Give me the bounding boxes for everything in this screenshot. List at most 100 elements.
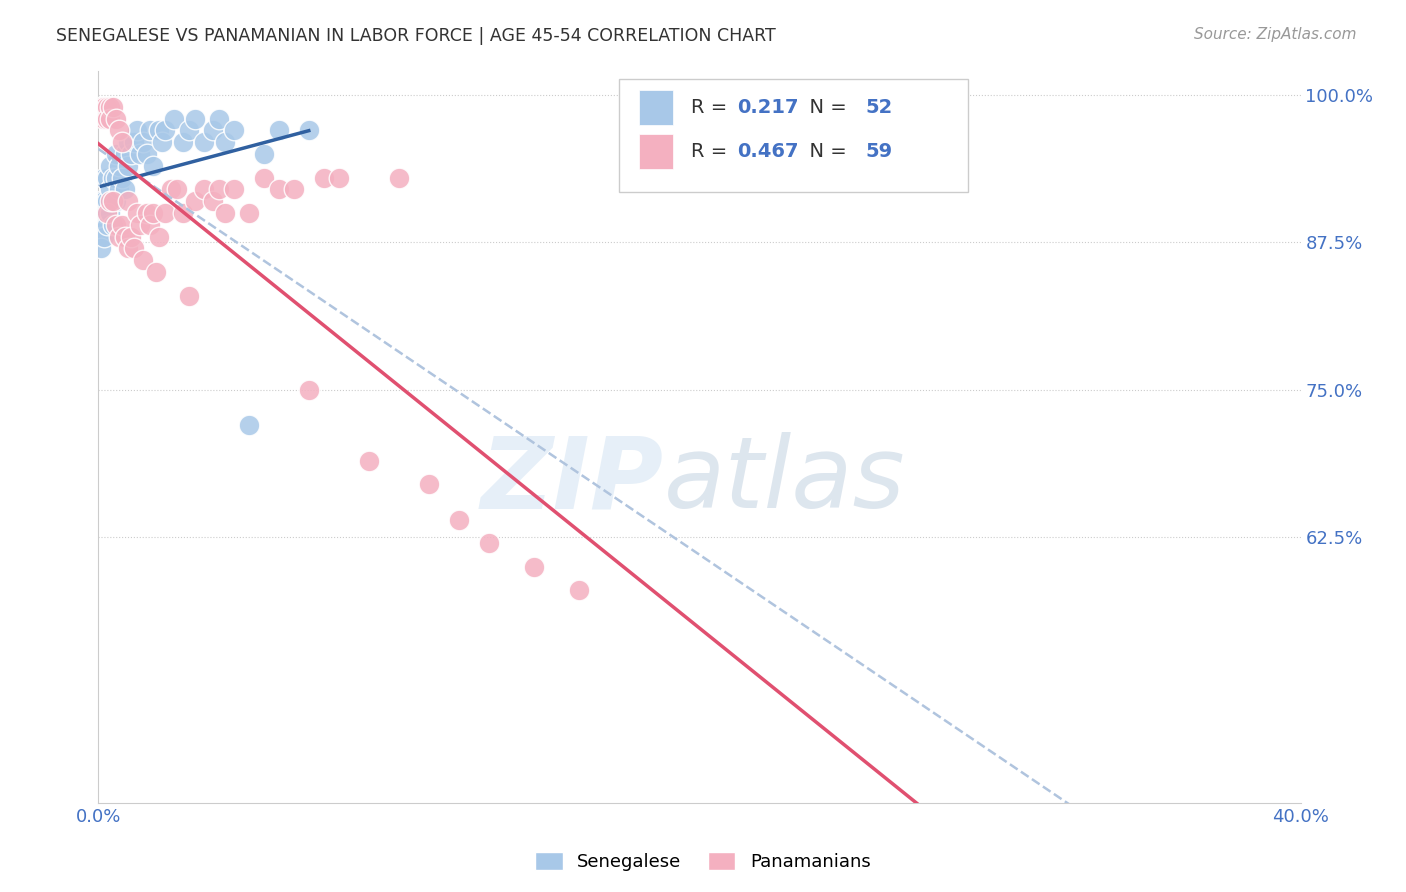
Text: atlas: atlas [664,433,905,530]
Point [159,182,181,196]
Bar [640,134,673,169]
Text: R =: R = [692,142,734,161]
Text: R =: R = [692,98,734,117]
Point [523,559,546,574]
Point [100,100,122,114]
Point [388,170,411,185]
Point [96,170,118,185]
Point [105,170,128,185]
Point [103,194,125,208]
Point [90,218,112,232]
Point [124,241,146,255]
Point [90,100,112,114]
Point [105,147,128,161]
Point [93,170,115,185]
Point [90,100,112,114]
Point [129,218,152,232]
Point [568,583,591,598]
Point [90,100,112,114]
Point [103,218,125,232]
Point [90,241,112,255]
Point [100,159,122,173]
Point [111,170,134,185]
Point [238,418,260,433]
Point [96,194,118,208]
Bar [640,89,673,125]
Point [267,123,290,137]
Point [222,123,245,137]
Point [93,229,115,244]
Point [117,135,139,149]
Point [114,182,136,196]
Point [148,229,170,244]
Point [93,112,115,126]
Text: 0.467: 0.467 [737,142,799,161]
Point [108,182,131,196]
Legend: Senegalese, Panamanians: Senegalese, Panamanians [529,845,877,879]
Point [312,170,335,185]
Point [153,123,176,137]
Point [201,123,224,137]
Point [132,135,155,149]
Point [135,147,157,161]
Point [111,218,134,232]
Text: ZIP: ZIP [481,433,664,530]
Point [145,265,167,279]
Point [328,170,350,185]
Point [201,194,224,208]
Text: Source: ZipAtlas.com: Source: ZipAtlas.com [1194,27,1357,42]
Point [117,241,139,255]
Point [100,112,122,126]
Point [93,194,115,208]
Point [283,182,305,196]
Point [96,100,118,114]
Point [177,123,200,137]
Point [214,206,236,220]
Point [148,123,170,137]
Point [103,194,125,208]
Point [478,536,501,550]
Point [447,513,470,527]
Point [124,135,146,149]
Point [111,135,134,149]
Point [121,147,143,161]
Point [108,123,131,137]
Text: 52: 52 [865,98,893,117]
Point [96,112,118,126]
Point [418,477,440,491]
Point [141,159,163,173]
Point [162,112,184,126]
Point [177,288,200,302]
FancyBboxPatch shape [619,78,967,192]
Point [138,123,160,137]
Point [105,112,128,126]
Point [172,135,194,149]
Point [114,229,136,244]
Point [90,229,112,244]
Point [127,206,149,220]
Point [100,182,122,196]
Point [105,194,128,208]
Text: N =: N = [797,98,853,117]
Text: 59: 59 [865,142,893,161]
Point [253,147,276,161]
Point [93,100,115,114]
Point [298,383,321,397]
Point [127,123,149,137]
Point [108,159,131,173]
Point [93,100,115,114]
Point [117,194,139,208]
Point [193,182,215,196]
Point [93,206,115,220]
Point [298,123,321,137]
Point [114,147,136,161]
Point [105,218,128,232]
Point [193,135,215,149]
Point [100,194,122,208]
Point [138,218,160,232]
Point [222,182,245,196]
Point [183,112,205,126]
Point [208,182,231,196]
Point [121,229,143,244]
Point [96,206,118,220]
